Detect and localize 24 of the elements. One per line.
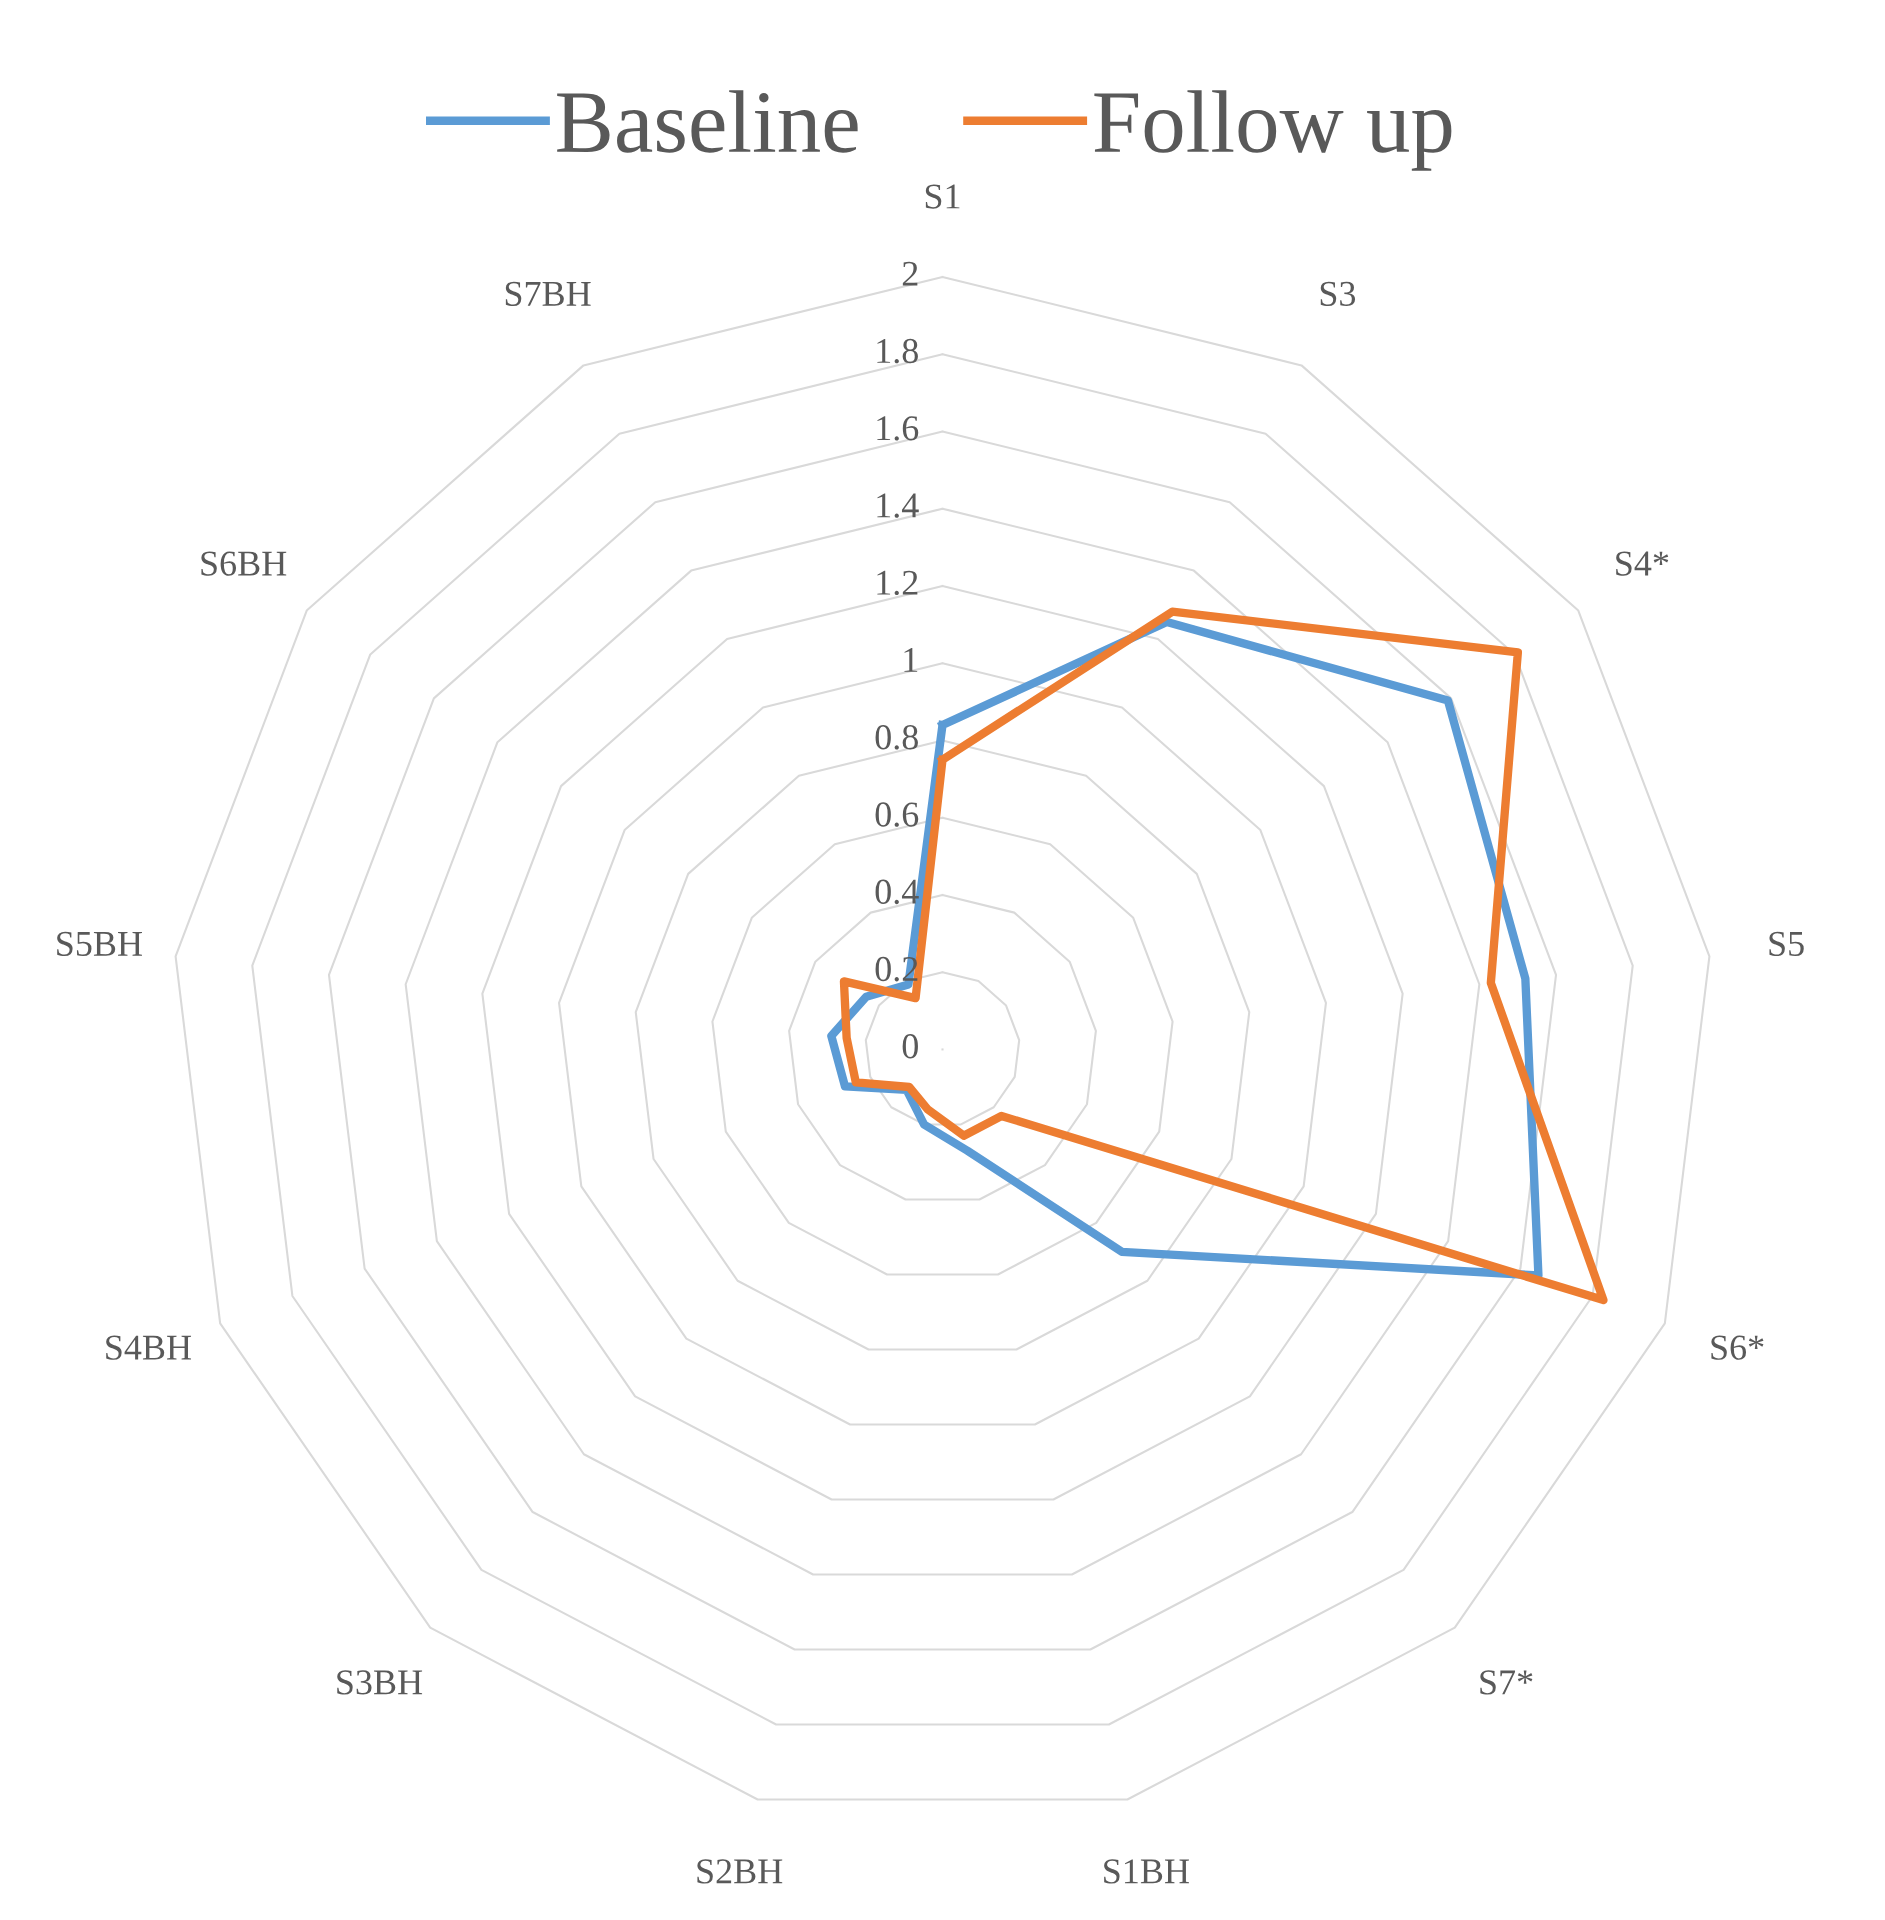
spoke-label: S5: [1769, 931, 1804, 957]
spoke-label: S1: [925, 184, 960, 209]
spoke-label: S4*: [1616, 551, 1669, 576]
spoke-label: S6BH: [201, 551, 287, 576]
legend-label: Baseline: [557, 90, 858, 153]
spoke-label: S6*: [1711, 1335, 1764, 1360]
spoke-label: S2BH: [697, 1859, 783, 1884]
y-tick-label: 1.4: [877, 493, 919, 518]
spoke-label: S7BH: [505, 281, 591, 307]
spoke-label: S3: [1320, 281, 1356, 307]
y-tick-label: 1: [904, 648, 918, 672]
y-tick-label: 2: [902, 261, 918, 286]
y-tick-label: 0.6: [875, 802, 919, 827]
spoke-label: S3BH: [337, 1670, 423, 1695]
y-tick-label: 1.8: [877, 338, 918, 364]
spoke-label: S7*: [1480, 1670, 1533, 1695]
spoke-label: S4BH: [106, 1335, 192, 1360]
y-tick-label: 0.8: [875, 725, 918, 750]
y-tick-label: 1.2: [877, 570, 918, 596]
spoke-label: S1BH: [1104, 1859, 1189, 1884]
spoke-label: S5BH: [57, 931, 142, 957]
legend-label: Follow up: [1094, 90, 1452, 171]
y-tick-label: 0: [902, 1034, 918, 1059]
y-tick-label: 1.6: [877, 416, 919, 441]
